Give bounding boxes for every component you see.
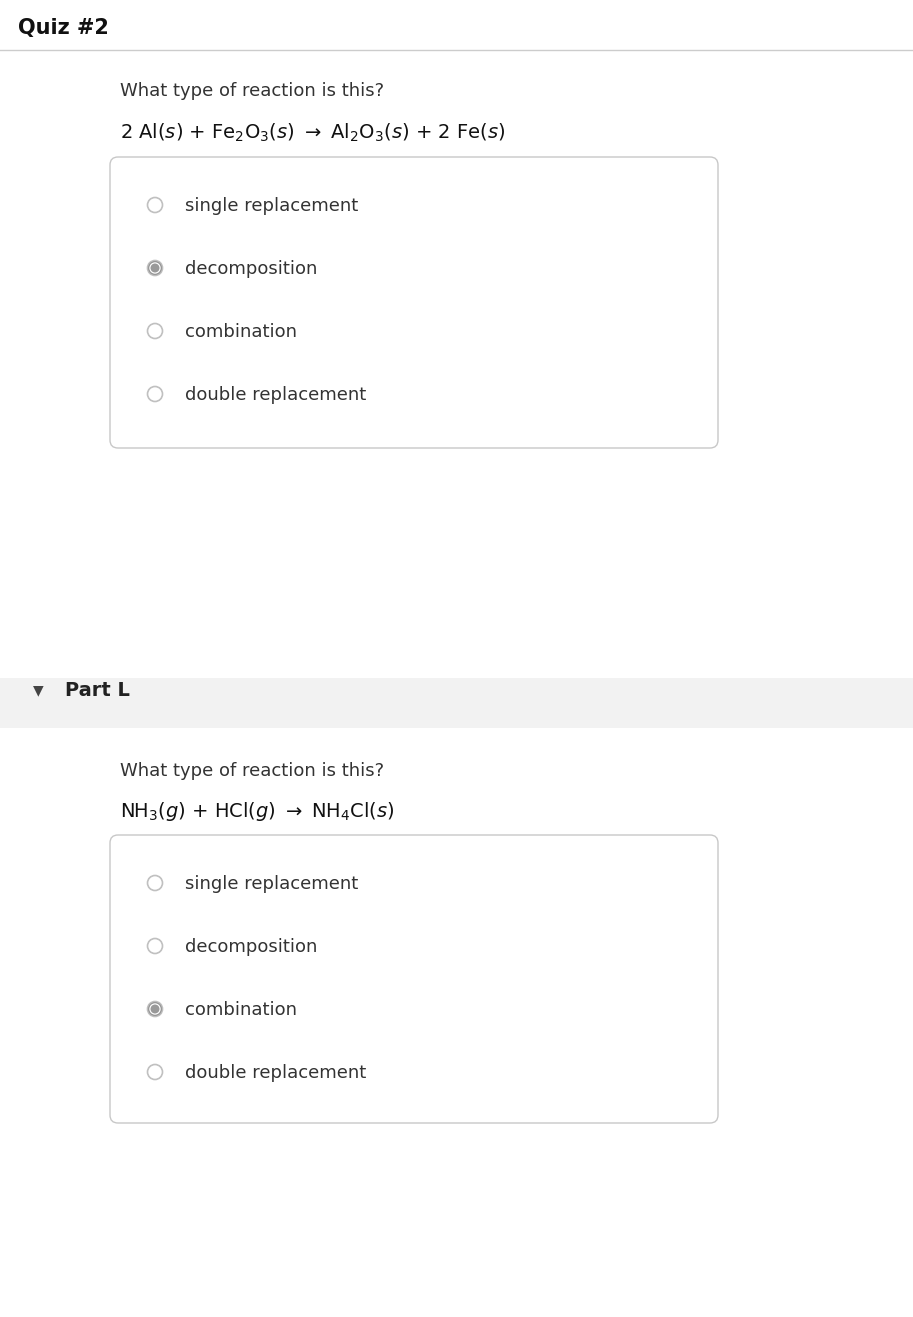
Text: Quiz #2: Quiz #2 (18, 18, 109, 38)
FancyBboxPatch shape (110, 835, 718, 1123)
Text: Part L: Part L (65, 681, 130, 701)
Text: decomposition: decomposition (185, 259, 318, 278)
Text: combination: combination (185, 323, 297, 341)
Circle shape (151, 263, 160, 273)
Text: decomposition: decomposition (185, 938, 318, 956)
Text: 2 Al($\mathit{s}$) + Fe$_2$O$_3$($\mathit{s}$) $\rightarrow$ Al$_2$O$_3$($\mathi: 2 Al($\mathit{s}$) + Fe$_2$O$_3$($\mathi… (120, 122, 505, 145)
Circle shape (151, 1005, 160, 1014)
Text: combination: combination (185, 1001, 297, 1019)
Text: double replacement: double replacement (185, 386, 366, 404)
Text: ▼: ▼ (33, 684, 43, 697)
FancyBboxPatch shape (0, 678, 913, 728)
Text: What type of reaction is this?: What type of reaction is this? (120, 82, 384, 100)
Text: single replacement: single replacement (185, 198, 358, 215)
Text: NH$_3$($\mathit{g}$) + HCl($\mathit{g}$) $\rightarrow$ NH$_4$Cl($\mathit{s}$): NH$_3$($\mathit{g}$) + HCl($\mathit{g}$)… (120, 799, 394, 823)
Text: single replacement: single replacement (185, 874, 358, 893)
FancyBboxPatch shape (110, 157, 718, 448)
Text: What type of reaction is this?: What type of reaction is this? (120, 763, 384, 780)
Text: double replacement: double replacement (185, 1064, 366, 1083)
